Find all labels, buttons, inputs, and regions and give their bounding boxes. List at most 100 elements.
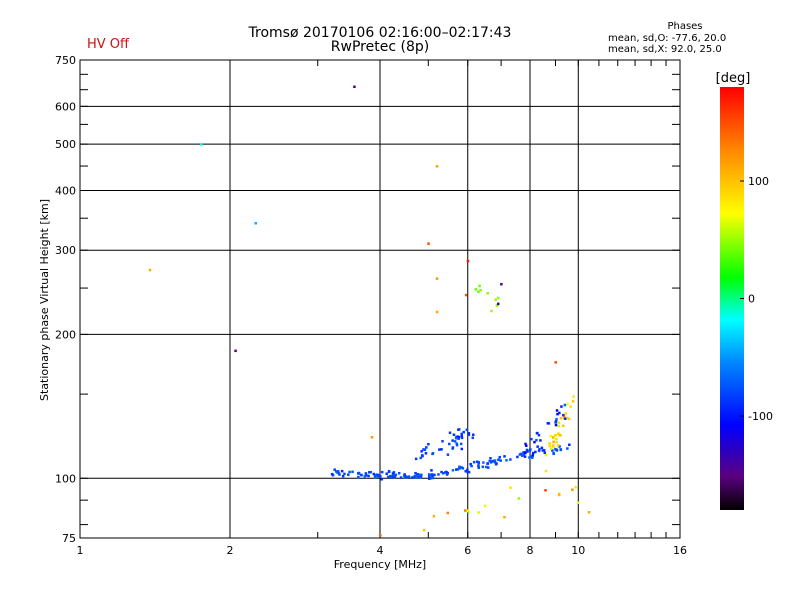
data-point xyxy=(559,416,563,420)
data-point xyxy=(505,459,508,462)
data-point xyxy=(466,259,470,263)
data-point xyxy=(347,473,350,476)
data-point xyxy=(410,476,414,479)
data-point xyxy=(467,433,471,437)
data-point xyxy=(497,296,500,300)
data-point xyxy=(419,474,422,477)
data-point xyxy=(254,222,257,225)
data-point xyxy=(391,474,395,477)
data-point xyxy=(340,469,344,473)
colorbar-tick-label: -100 xyxy=(748,410,773,423)
data-point xyxy=(429,477,432,480)
data-point xyxy=(438,448,441,451)
data-point xyxy=(544,469,548,473)
y-axis-label: Stationary phase Virtual Height [km] xyxy=(38,199,51,401)
phase-o-stat: mean, sd,O: -77.6, 20.0 xyxy=(608,33,727,44)
data-point xyxy=(496,302,500,306)
data-point xyxy=(462,430,465,434)
colorbar-tick-label: 100 xyxy=(748,175,769,188)
data-point xyxy=(466,468,469,472)
data-point xyxy=(455,442,459,445)
data-point xyxy=(490,309,493,313)
data-point xyxy=(369,470,372,474)
data-point xyxy=(419,475,422,479)
y-tick-label: 600 xyxy=(55,100,76,113)
data-point xyxy=(446,511,450,515)
x-tick-label: 10 xyxy=(571,544,585,557)
data-point xyxy=(538,448,541,451)
data-point xyxy=(557,424,561,428)
data-point xyxy=(391,472,395,475)
data-point xyxy=(544,453,548,457)
data-point xyxy=(571,488,574,491)
data-point xyxy=(494,298,497,301)
data-point xyxy=(393,474,397,477)
data-point xyxy=(557,432,560,436)
data-point xyxy=(457,428,461,431)
data-point xyxy=(476,460,479,463)
data-point xyxy=(414,457,418,461)
data-point xyxy=(380,478,383,481)
data-point xyxy=(452,433,456,437)
data-point xyxy=(551,444,555,447)
data-point xyxy=(529,448,532,451)
data-point xyxy=(386,475,390,479)
data-point xyxy=(563,417,567,420)
data-point xyxy=(460,436,464,440)
data-point xyxy=(548,444,552,448)
x-tick-label: 8 xyxy=(527,544,534,557)
axis-ticks: 1 2 4 6 8 10 16 75 100 200 300 400 500 600 750 xyxy=(55,54,687,557)
data-point xyxy=(566,416,569,420)
data-point xyxy=(497,458,500,461)
data-point xyxy=(524,451,527,455)
data-point xyxy=(530,437,533,441)
data-point xyxy=(453,440,457,443)
data-point xyxy=(458,465,461,469)
data-point xyxy=(379,534,382,537)
data-point xyxy=(458,467,461,470)
data-point xyxy=(554,447,557,451)
x-tick-label: 4 xyxy=(377,544,384,557)
data-point xyxy=(403,476,407,479)
data-point xyxy=(541,449,545,452)
y-tick-label: 200 xyxy=(55,328,76,341)
y-tick-label: 400 xyxy=(55,184,76,197)
data-point xyxy=(540,446,544,450)
data-point xyxy=(333,468,336,471)
data-point xyxy=(517,497,521,500)
data-point xyxy=(472,460,476,464)
data-point xyxy=(454,436,458,440)
data-point xyxy=(445,473,449,476)
data-point xyxy=(389,474,392,478)
data-point xyxy=(531,454,535,457)
data-point xyxy=(433,473,436,477)
data-point xyxy=(557,421,561,425)
data-point xyxy=(459,442,463,446)
data-point xyxy=(535,438,538,442)
chart-title: Tromsø 20170106 02:16:00–02:17:43 xyxy=(248,25,512,41)
x-tick-label: 6 xyxy=(464,544,471,557)
data-point xyxy=(555,409,559,412)
data-point xyxy=(478,284,481,288)
data-point xyxy=(556,444,560,447)
data-point xyxy=(549,447,553,451)
colorbar-unit-label: [deg] xyxy=(716,71,751,86)
data-point xyxy=(455,468,458,471)
data-point xyxy=(544,489,547,492)
data-point xyxy=(466,470,469,474)
data-point xyxy=(536,445,539,448)
data-point xyxy=(373,476,377,479)
data-point xyxy=(423,448,427,451)
data-point xyxy=(460,466,463,469)
data-point xyxy=(148,268,152,272)
data-point xyxy=(479,288,482,292)
data-point xyxy=(488,459,491,463)
data-point xyxy=(555,437,558,441)
data-point xyxy=(495,304,499,307)
data-point xyxy=(557,492,561,496)
data-point xyxy=(457,435,461,439)
data-point xyxy=(377,473,381,477)
data-point xyxy=(529,455,533,458)
data-point xyxy=(451,439,454,442)
data-point xyxy=(391,476,395,479)
